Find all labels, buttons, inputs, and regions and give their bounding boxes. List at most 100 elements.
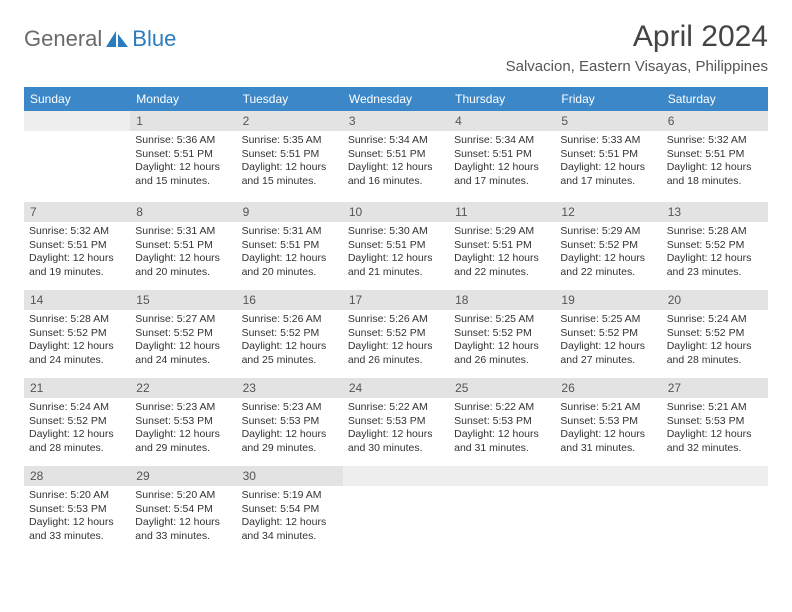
day-number: 16 [237,290,343,310]
calendar-cell: 20Sunrise: 5:24 AMSunset: 5:52 PMDayligh… [662,287,768,375]
day-data: Sunrise: 5:32 AMSunset: 5:51 PMDaylight:… [24,222,130,284]
sunset-line: Sunset: 5:52 PM [29,327,125,341]
sunset-line: Sunset: 5:51 PM [560,148,656,162]
sunrise-line: Sunrise: 5:27 AM [135,313,231,327]
day-number: 9 [237,202,343,222]
sunrise-line: Sunrise: 5:28 AM [667,225,763,239]
logo-sail-icon [104,29,130,49]
daylight-line: Daylight: 12 hours and 31 minutes. [560,428,656,455]
sunrise-line: Sunrise: 5:22 AM [454,401,550,415]
sunset-line: Sunset: 5:53 PM [135,415,231,429]
daylight-line: Daylight: 12 hours and 23 minutes. [667,252,763,279]
title-block: April 2024 Salvacion, Eastern Visayas, P… [506,20,768,75]
calendar-cell [24,111,130,199]
calendar-cell: 2Sunrise: 5:35 AMSunset: 5:51 PMDaylight… [237,111,343,199]
daylight-line: Daylight: 12 hours and 24 minutes. [135,340,231,367]
sunrise-line: Sunrise: 5:24 AM [667,313,763,327]
calendar-cell: 13Sunrise: 5:28 AMSunset: 5:52 PMDayligh… [662,199,768,287]
sunset-line: Sunset: 5:51 PM [454,239,550,253]
day-number: 1 [130,111,236,131]
daylight-line: Daylight: 12 hours and 26 minutes. [348,340,444,367]
sunrise-line: Sunrise: 5:22 AM [348,401,444,415]
calendar-cell: 19Sunrise: 5:25 AMSunset: 5:52 PMDayligh… [555,287,661,375]
sunset-line: Sunset: 5:54 PM [135,503,231,517]
day-number [555,466,661,486]
sunrise-line: Sunrise: 5:26 AM [242,313,338,327]
calendar-cell: 15Sunrise: 5:27 AMSunset: 5:52 PMDayligh… [130,287,236,375]
weekday-header: Friday [555,87,661,111]
day-number: 20 [662,290,768,310]
day-number: 27 [662,378,768,398]
sunrise-line: Sunrise: 5:24 AM [29,401,125,415]
logo-text-blue: Blue [132,26,176,52]
calendar-cell [662,463,768,551]
sunset-line: Sunset: 5:53 PM [242,415,338,429]
sunrise-line: Sunrise: 5:20 AM [135,489,231,503]
location-subtitle: Salvacion, Eastern Visayas, Philippines [506,58,768,75]
weekday-header: Wednesday [343,87,449,111]
day-data: Sunrise: 5:24 AMSunset: 5:52 PMDaylight:… [24,398,130,460]
sunrise-line: Sunrise: 5:36 AM [135,134,231,148]
sunset-line: Sunset: 5:53 PM [454,415,550,429]
calendar-cell: 8Sunrise: 5:31 AMSunset: 5:51 PMDaylight… [130,199,236,287]
day-data: Sunrise: 5:23 AMSunset: 5:53 PMDaylight:… [130,398,236,460]
day-data: Sunrise: 5:25 AMSunset: 5:52 PMDaylight:… [555,310,661,372]
sunset-line: Sunset: 5:51 PM [667,148,763,162]
day-number: 29 [130,466,236,486]
day-data: Sunrise: 5:19 AMSunset: 5:54 PMDaylight:… [237,486,343,548]
sunrise-line: Sunrise: 5:20 AM [29,489,125,503]
calendar-cell: 6Sunrise: 5:32 AMSunset: 5:51 PMDaylight… [662,111,768,199]
sunrise-line: Sunrise: 5:23 AM [242,401,338,415]
header: General Blue April 2024 Salvacion, Easte… [24,20,768,75]
sunrise-line: Sunrise: 5:31 AM [135,225,231,239]
sunset-line: Sunset: 5:51 PM [135,239,231,253]
daylight-line: Daylight: 12 hours and 26 minutes. [454,340,550,367]
sunset-line: Sunset: 5:52 PM [454,327,550,341]
calendar-cell: 1Sunrise: 5:36 AMSunset: 5:51 PMDaylight… [130,111,236,199]
day-data: Sunrise: 5:31 AMSunset: 5:51 PMDaylight:… [237,222,343,284]
day-number: 3 [343,111,449,131]
sunrise-line: Sunrise: 5:35 AM [242,134,338,148]
sunrise-line: Sunrise: 5:32 AM [667,134,763,148]
sunset-line: Sunset: 5:53 PM [560,415,656,429]
day-data: Sunrise: 5:20 AMSunset: 5:53 PMDaylight:… [24,486,130,548]
sunset-line: Sunset: 5:51 PM [242,239,338,253]
day-data: Sunrise: 5:21 AMSunset: 5:53 PMDaylight:… [555,398,661,460]
calendar-cell: 10Sunrise: 5:30 AMSunset: 5:51 PMDayligh… [343,199,449,287]
day-data: Sunrise: 5:24 AMSunset: 5:52 PMDaylight:… [662,310,768,372]
day-data: Sunrise: 5:26 AMSunset: 5:52 PMDaylight:… [343,310,449,372]
calendar-cell: 16Sunrise: 5:26 AMSunset: 5:52 PMDayligh… [237,287,343,375]
day-data: Sunrise: 5:29 AMSunset: 5:52 PMDaylight:… [555,222,661,284]
calendar-week-row: 1Sunrise: 5:36 AMSunset: 5:51 PMDaylight… [24,111,768,199]
daylight-line: Daylight: 12 hours and 24 minutes. [29,340,125,367]
calendar-body: 1Sunrise: 5:36 AMSunset: 5:51 PMDaylight… [24,111,768,551]
sunset-line: Sunset: 5:53 PM [29,503,125,517]
daylight-line: Daylight: 12 hours and 30 minutes. [348,428,444,455]
calendar-cell: 7Sunrise: 5:32 AMSunset: 5:51 PMDaylight… [24,199,130,287]
weekday-header: Saturday [662,87,768,111]
calendar-week-row: 21Sunrise: 5:24 AMSunset: 5:52 PMDayligh… [24,375,768,463]
calendar-cell [449,463,555,551]
sunset-line: Sunset: 5:51 PM [348,239,444,253]
day-data: Sunrise: 5:34 AMSunset: 5:51 PMDaylight:… [449,131,555,193]
day-number [449,466,555,486]
month-title: April 2024 [506,20,768,54]
calendar-cell: 14Sunrise: 5:28 AMSunset: 5:52 PMDayligh… [24,287,130,375]
day-number [662,466,768,486]
day-number: 18 [449,290,555,310]
calendar-week-row: 14Sunrise: 5:28 AMSunset: 5:52 PMDayligh… [24,287,768,375]
calendar-week-row: 28Sunrise: 5:20 AMSunset: 5:53 PMDayligh… [24,463,768,551]
daylight-line: Daylight: 12 hours and 20 minutes. [242,252,338,279]
calendar-cell: 27Sunrise: 5:21 AMSunset: 5:53 PMDayligh… [662,375,768,463]
day-data: Sunrise: 5:36 AMSunset: 5:51 PMDaylight:… [130,131,236,193]
daylight-line: Daylight: 12 hours and 21 minutes. [348,252,444,279]
day-number: 25 [449,378,555,398]
day-data: Sunrise: 5:20 AMSunset: 5:54 PMDaylight:… [130,486,236,548]
calendar-cell: 18Sunrise: 5:25 AMSunset: 5:52 PMDayligh… [449,287,555,375]
daylight-line: Daylight: 12 hours and 17 minutes. [454,161,550,188]
day-data: Sunrise: 5:25 AMSunset: 5:52 PMDaylight:… [449,310,555,372]
day-number: 26 [555,378,661,398]
sunset-line: Sunset: 5:53 PM [348,415,444,429]
sunset-line: Sunset: 5:52 PM [560,327,656,341]
calendar-cell [555,463,661,551]
